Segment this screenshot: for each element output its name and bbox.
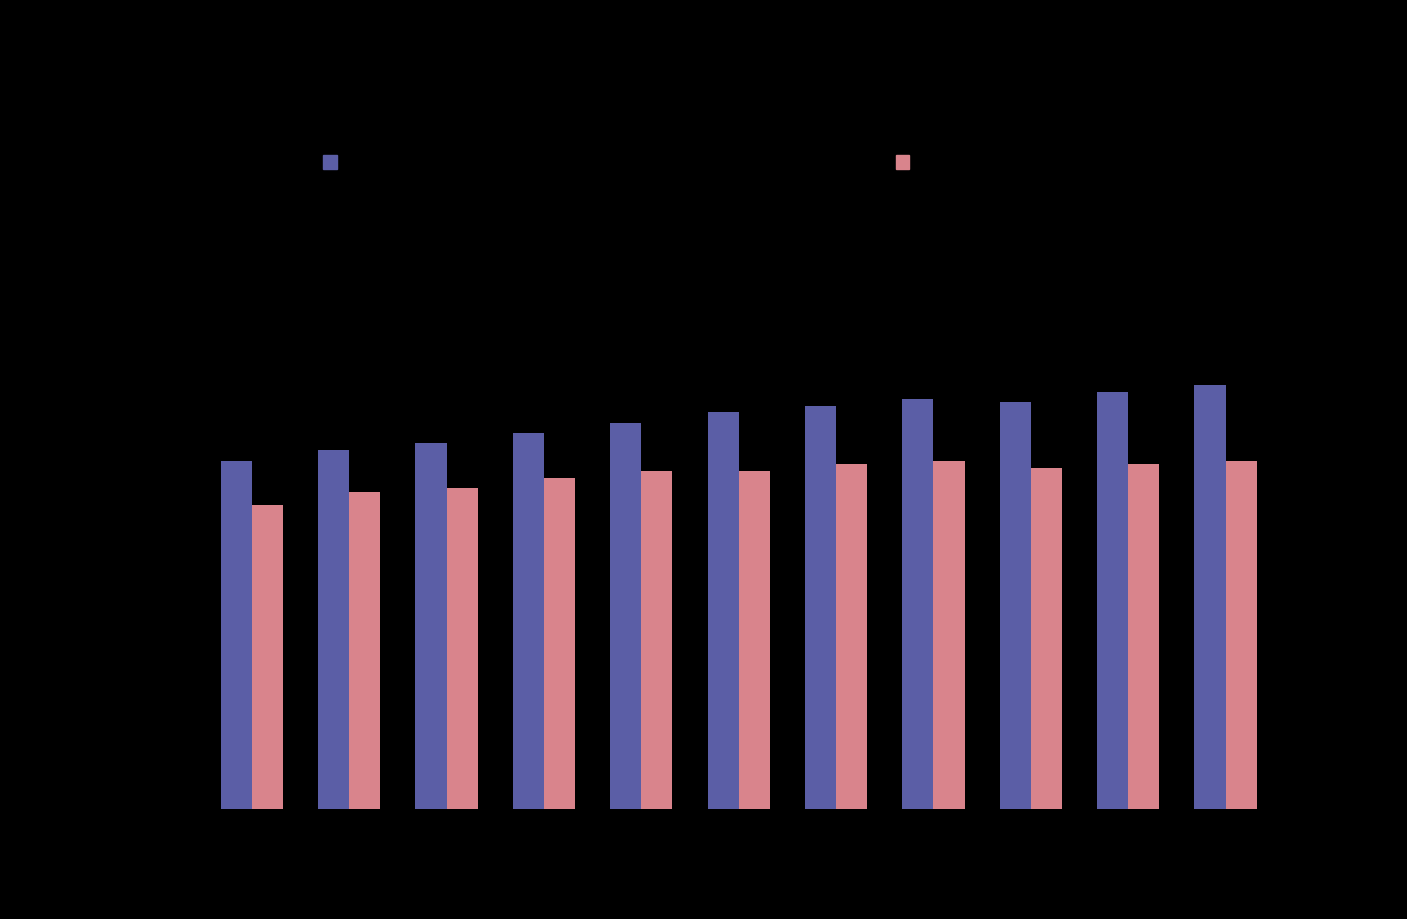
Bar (642, 471, 673, 809)
Bar (545, 478, 575, 809)
Text: Kotitalouksien velkaantumisaste Suomessa 2006–2016: Kotitalouksien velkaantumisaste Suomessa… (169, 123, 1009, 153)
Bar (933, 460, 965, 809)
Bar (318, 450, 349, 809)
Bar (739, 471, 770, 809)
Bar (1128, 464, 1159, 809)
Bar (349, 492, 380, 809)
Bar (415, 444, 446, 809)
Bar (805, 405, 836, 809)
Bar (1031, 468, 1062, 809)
Bar (446, 488, 478, 809)
Bar (1195, 385, 1225, 809)
Bar (1225, 460, 1256, 809)
Bar (902, 399, 933, 809)
Bar (708, 413, 739, 809)
Bar (1097, 391, 1128, 809)
Legend: Velkaantumisaste, % käytettävissä olevista tuloista, Asuntolainojen osuus, % käy: Velkaantumisaste, % käytettävissä olevis… (315, 146, 1407, 180)
Bar (836, 464, 867, 809)
Bar (252, 505, 283, 809)
Bar (611, 423, 642, 809)
Bar (999, 403, 1031, 809)
Bar (512, 433, 545, 809)
Bar (221, 460, 252, 809)
